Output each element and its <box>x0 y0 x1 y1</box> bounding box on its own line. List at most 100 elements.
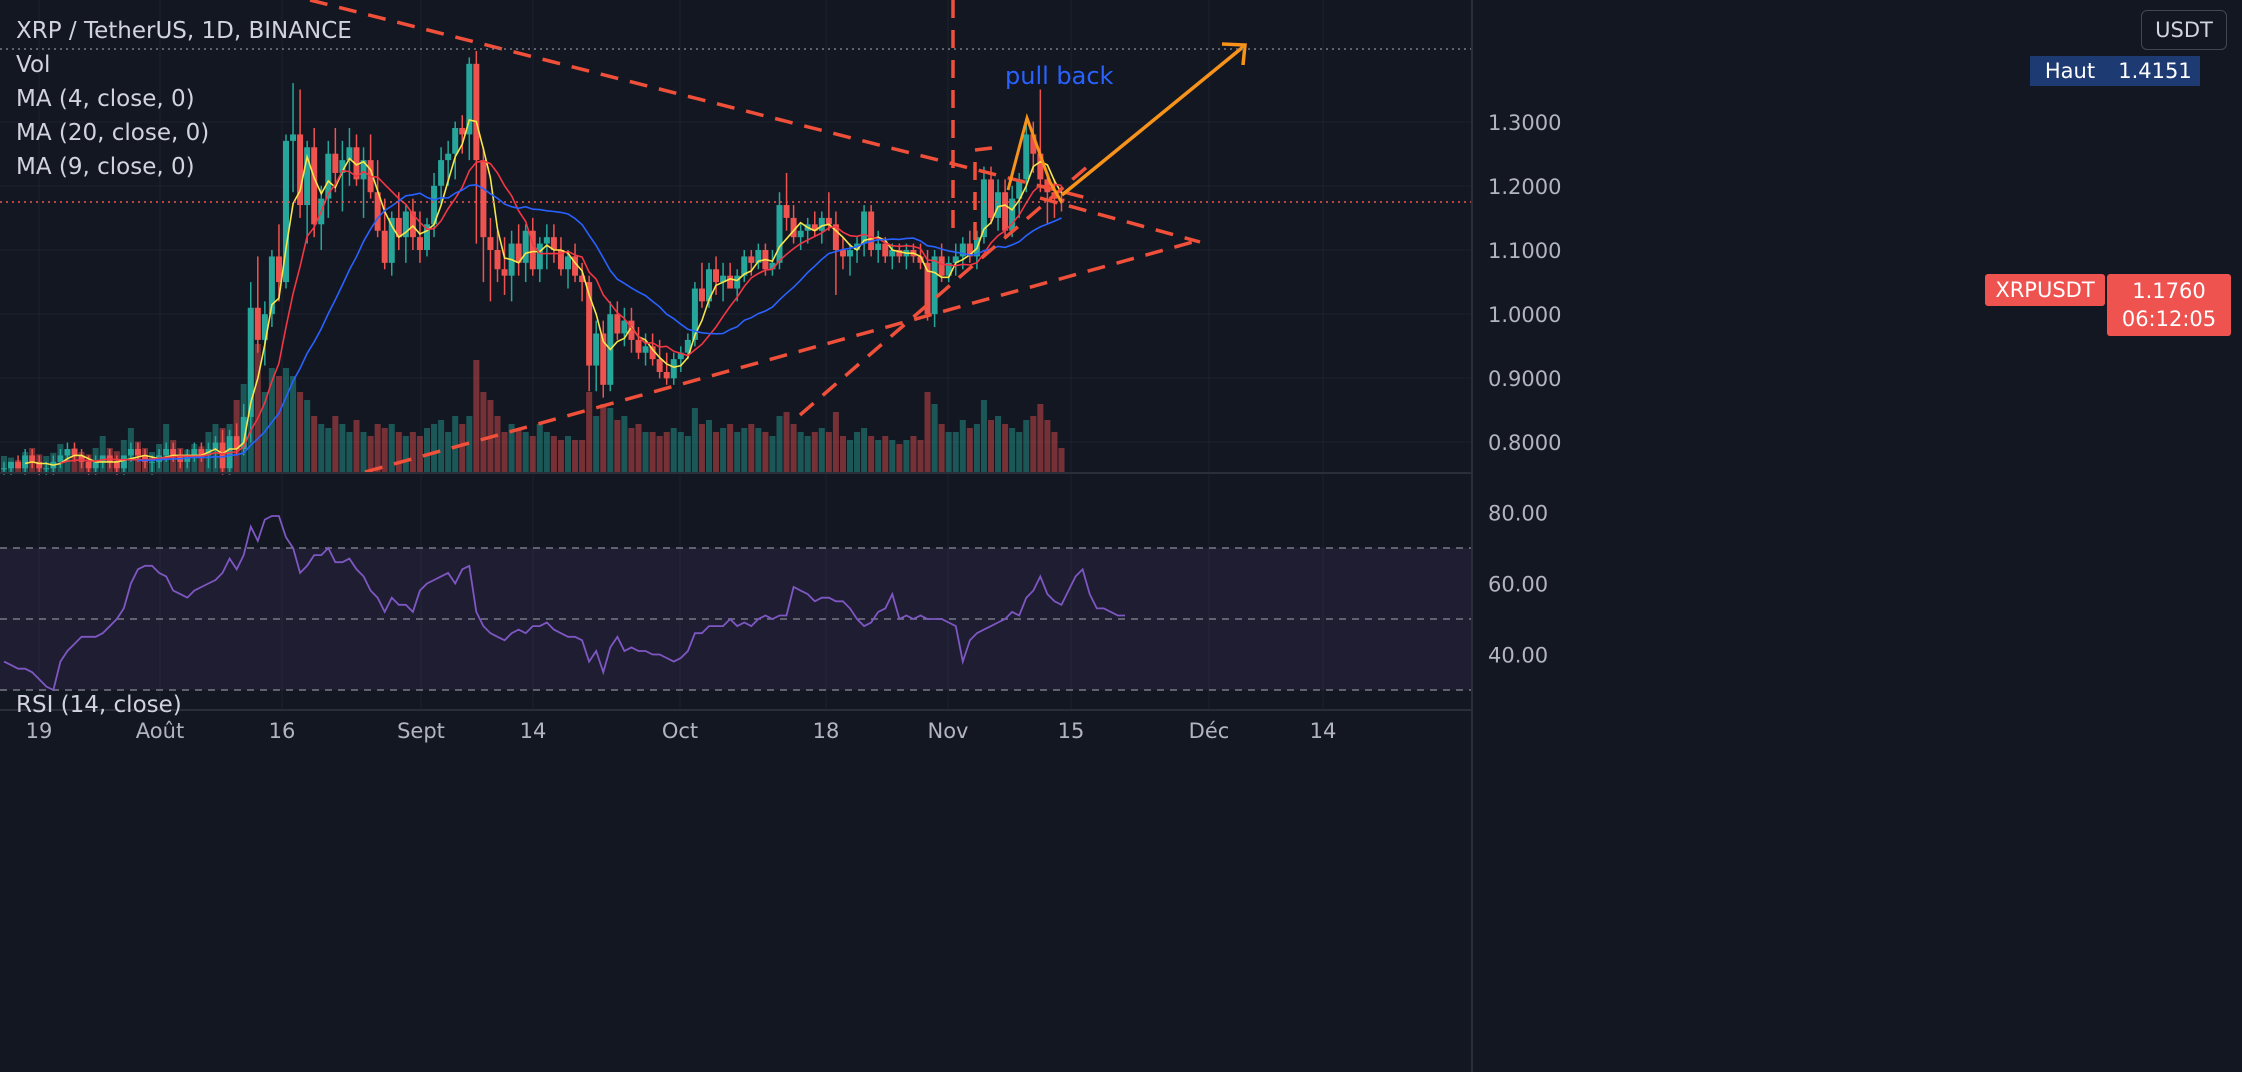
candle-body <box>642 346 649 353</box>
currency-button[interactable]: USDT <box>2141 10 2227 50</box>
volume-bar <box>734 432 741 472</box>
ma9-line <box>60 159 1062 465</box>
symbol-badge: XRPUSDT <box>1985 274 2105 306</box>
candle-body <box>684 339 691 353</box>
volume-bar <box>360 432 367 472</box>
candle-body <box>938 256 945 276</box>
candle-body <box>198 449 205 456</box>
volume-bar <box>896 444 903 472</box>
candle-body <box>388 217 395 263</box>
volume-bar <box>353 420 360 472</box>
volume-bar <box>536 424 543 472</box>
candle-body <box>529 230 536 270</box>
candle-body <box>734 275 741 289</box>
candle-body <box>304 147 311 206</box>
legend-vol[interactable]: Vol <box>16 52 51 78</box>
volume-bar <box>600 404 607 472</box>
volume-bar <box>268 368 275 472</box>
candle-body <box>353 147 360 180</box>
candle-body <box>557 250 564 270</box>
candle-body <box>706 269 712 302</box>
candle-body <box>360 160 367 180</box>
steep-ascending-trendline <box>798 158 1097 417</box>
candle-body <box>917 256 924 263</box>
candle-body <box>113 461 120 469</box>
candle-body <box>275 256 282 283</box>
candle-body <box>1002 192 1009 231</box>
candle-body <box>438 160 445 186</box>
candle-body <box>790 217 797 238</box>
volume-bar <box>727 424 734 472</box>
candle-body <box>71 449 78 456</box>
candle-body <box>1030 134 1037 154</box>
candle-body <box>142 455 148 462</box>
legend-ma20[interactable]: MA (20, close, 0) <box>16 120 210 146</box>
candle-body <box>36 461 43 469</box>
volume-bar <box>388 424 395 472</box>
candle-body <box>995 192 1002 218</box>
candle-body <box>931 256 938 315</box>
volume-bar <box>543 432 550 472</box>
volume-bar <box>1002 424 1009 472</box>
volume-bar <box>522 432 529 472</box>
candle-body <box>1016 179 1023 199</box>
volume-bar <box>283 368 289 472</box>
volume-bar <box>374 424 381 472</box>
candle-body <box>727 275 734 289</box>
volume-bar <box>409 432 416 472</box>
volume-bar <box>431 424 438 472</box>
volume-bar <box>452 416 459 472</box>
legend-ma9[interactable]: MA (9, close, 0) <box>16 154 195 180</box>
pullback-annotation: pull back <box>1005 62 1114 90</box>
candle-body <box>698 288 705 302</box>
candle-body <box>579 275 586 283</box>
candle-body <box>268 256 275 315</box>
volume-bar <box>508 424 515 472</box>
candle-body <box>952 256 959 263</box>
time-tick-label: 18 <box>813 719 840 743</box>
candle-body <box>522 230 529 263</box>
candle-body <box>247 307 254 417</box>
time-tick-label: Déc <box>1189 719 1230 743</box>
candle-body <box>240 416 247 450</box>
candle-body <box>233 436 240 450</box>
volume-bar <box>1044 420 1051 472</box>
volume-bar <box>995 416 1002 472</box>
time-tick-label: 16 <box>269 719 296 743</box>
volume-bar <box>769 436 776 472</box>
symbol-title[interactable]: XRP / TetherUS, 1D, BINANCE <box>16 18 352 44</box>
volume-bar <box>713 432 720 472</box>
volume-bar <box>473 360 480 472</box>
trendline-drawings: pull back <box>0 0 1472 474</box>
candle-body <box>889 250 896 257</box>
rsi-legend[interactable]: RSI (14, close) <box>16 692 182 718</box>
volume-bar <box>889 440 896 472</box>
volume-bar <box>607 408 614 472</box>
candle-body <box>57 455 64 462</box>
volume-bar <box>691 408 698 472</box>
volume-bar <box>1016 432 1023 472</box>
candle-body <box>480 160 487 238</box>
candle-body <box>868 211 875 250</box>
volume-bar <box>917 440 924 472</box>
high-label-badge: Haut <box>2030 56 2110 86</box>
volume-bar <box>550 436 557 472</box>
volume-bar <box>670 428 677 472</box>
legend-ma4[interactable]: MA (4, close, 0) <box>16 86 195 112</box>
candle-body <box>769 262 776 270</box>
candle-body <box>395 217 402 238</box>
volume-bar <box>959 420 966 472</box>
candle-body <box>459 128 466 135</box>
candle-body <box>832 224 839 250</box>
candle-body <box>85 461 92 469</box>
price-tick-label: 1.2000 <box>1488 175 1561 199</box>
candle-body <box>593 333 600 366</box>
candle-body <box>924 262 931 315</box>
candle-body <box>691 288 698 340</box>
volume-bar <box>1009 428 1016 472</box>
ma4-line <box>24 119 1063 466</box>
candle-body <box>861 211 868 244</box>
rsi-tick-label: 60.00 <box>1488 573 1548 597</box>
candle-body <box>8 461 15 469</box>
